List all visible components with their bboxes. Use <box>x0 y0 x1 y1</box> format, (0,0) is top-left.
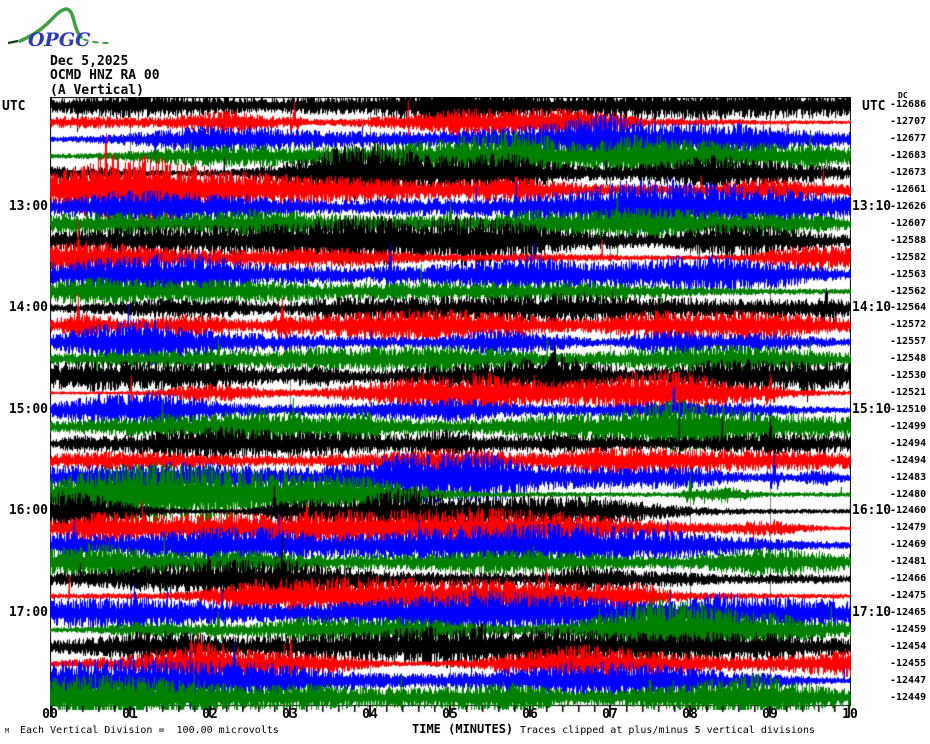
hour-label-left: 14:00 <box>8 300 48 316</box>
dc-value: -12683 <box>890 150 927 162</box>
dc-value: -12562 <box>890 285 927 297</box>
x-tick-label: 10 <box>842 707 858 722</box>
seismogram-plot <box>50 97 851 719</box>
hour-label-right: 17:10 <box>852 604 892 620</box>
dc-value: -12460 <box>890 505 927 517</box>
dc-value: -12548 <box>890 353 927 365</box>
dc-value: -12530 <box>890 370 927 382</box>
header-date: Dec 5,2025 <box>50 54 129 69</box>
dc-value: -12447 <box>890 674 927 686</box>
hour-label-left: 16:00 <box>8 503 48 519</box>
x-tick-label: 01 <box>122 707 138 722</box>
dc-value: -12469 <box>890 539 927 551</box>
dc-value: -12465 <box>890 606 927 618</box>
hour-label-left: 15:00 <box>8 401 48 417</box>
utc-label-right: UTC <box>862 99 886 114</box>
dc-value: -12564 <box>890 302 927 314</box>
dc-value: -12480 <box>890 488 927 500</box>
header-station-code: OCMD HNZ RA 00 <box>50 68 160 83</box>
vertical-scale-note: Each Vertical Division = 100.00 microvol… <box>20 725 279 736</box>
utc-label-left: UTC <box>2 99 26 114</box>
hour-label-left: 13:00 <box>8 198 48 214</box>
x-tick-label: 09 <box>762 707 778 722</box>
logo-text: OPGC <box>28 29 90 51</box>
dc-value: -12588 <box>890 234 927 246</box>
dc-value: -12572 <box>890 319 927 331</box>
dc-value: -12479 <box>890 522 927 534</box>
dc-value: -12582 <box>890 251 927 263</box>
dc-offset-column-label: DC <box>898 91 908 100</box>
x-tick-label: 06 <box>522 707 538 722</box>
hour-label-right: 14:10 <box>852 300 892 316</box>
clip-note: Traces clipped at plus/minus 5 vertical … <box>520 725 816 736</box>
hour-label-left: 17:00 <box>8 604 48 620</box>
dc-value: -12454 <box>890 640 927 652</box>
dc-value: -12521 <box>890 387 927 399</box>
x-tick-label: 04 <box>362 707 378 722</box>
hour-label-right: 15:10 <box>852 401 892 417</box>
dc-value: -12563 <box>890 268 927 280</box>
x-tick-label: 02 <box>202 707 218 722</box>
dc-value: -12673 <box>890 167 927 179</box>
dc-value: -12686 <box>890 99 927 111</box>
corner-mark: M <box>5 727 10 735</box>
header-component: (A Vertical) <box>50 83 144 98</box>
logo-mountain-curve <box>18 7 83 43</box>
dc-value: -12626 <box>890 200 927 212</box>
dc-value: -12494 <box>890 437 927 449</box>
dc-value: -12499 <box>890 420 927 432</box>
x-tick-label: 03 <box>282 707 298 722</box>
dc-value: -12459 <box>890 623 927 635</box>
x-tick-label: 05 <box>442 707 458 722</box>
opgc-logo: OPGC <box>7 7 111 51</box>
dc-value: -12481 <box>890 556 927 568</box>
dc-value: -12466 <box>890 573 927 585</box>
dc-value: -12455 <box>890 657 927 669</box>
dc-value: -12661 <box>890 184 927 196</box>
dc-value: -12449 <box>890 691 927 703</box>
dc-value: -12557 <box>890 336 927 348</box>
dc-value: -12707 <box>890 116 927 128</box>
dc-value: -12494 <box>890 454 927 466</box>
dc-value: -12510 <box>890 403 927 415</box>
dc-value: -12677 <box>890 133 927 145</box>
hour-label-right: 13:10 <box>852 198 892 214</box>
x-tick-label: 08 <box>682 707 698 722</box>
dc-value: -12483 <box>890 471 927 483</box>
hour-label-right: 16:10 <box>852 503 892 519</box>
x-tick-label: 00 <box>42 707 58 722</box>
dc-value: -12607 <box>890 217 927 229</box>
x-tick-label: 07 <box>602 707 618 722</box>
x-axis-title: TIME (MINUTES) <box>412 722 514 736</box>
dc-value: -12475 <box>890 590 927 602</box>
